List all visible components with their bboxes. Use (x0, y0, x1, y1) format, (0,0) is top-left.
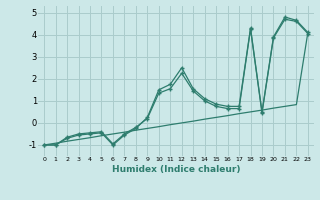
X-axis label: Humidex (Indice chaleur): Humidex (Indice chaleur) (112, 165, 240, 174)
